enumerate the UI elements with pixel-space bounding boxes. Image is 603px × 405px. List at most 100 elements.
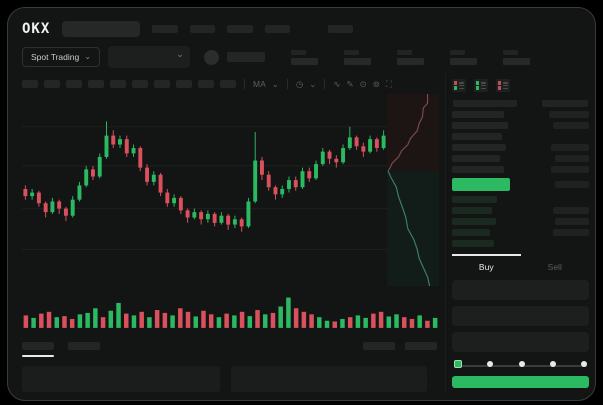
- orderbook-header: [453, 100, 588, 107]
- chevron-down-icon[interactable]: ⌄: [271, 78, 279, 89]
- timeframe-button-placeholder[interactable]: [154, 80, 170, 88]
- order-book-row[interactable]: [452, 155, 589, 162]
- toolbar-divider: [244, 79, 245, 89]
- market-subheader: Spot Trading ⌄ ⌄: [8, 44, 595, 74]
- orderbook-bids: [452, 196, 589, 247]
- order-form: [452, 280, 589, 352]
- chevron-down-icon: ⌄: [176, 49, 184, 59]
- ticker-stat-placeholder: [343, 49, 371, 65]
- main-area: MA ⌄ ◷ ⌄ ∿ ✎ ⊙ ⊚ ⛶: [8, 74, 595, 394]
- search-input[interactable]: [62, 21, 141, 37]
- ma-indicator-icon[interactable]: MA: [253, 78, 266, 89]
- order-book-panel: Buy Sell: [445, 74, 595, 394]
- nav-item-placeholder[interactable]: [265, 25, 291, 33]
- order-book-row[interactable]: [452, 166, 589, 173]
- timeframe-button-placeholder[interactable]: [22, 80, 38, 88]
- order-book-row[interactable]: [452, 207, 589, 214]
- order-book-row[interactable]: [452, 229, 589, 236]
- timeframe-button-placeholder[interactable]: [132, 80, 148, 88]
- candlestick-chart[interactable]: [22, 94, 387, 286]
- ticker-stat-placeholder: [502, 49, 530, 65]
- amount-percent-slider[interactable]: [454, 359, 587, 368]
- order-book-row[interactable]: [452, 240, 589, 247]
- last-price-badge[interactable]: [452, 178, 510, 191]
- camera-icon[interactable]: ⊙: [359, 78, 367, 89]
- volume-chart[interactable]: [22, 288, 439, 330]
- orderbook-bids-view-icon[interactable]: [474, 79, 488, 92]
- coin-avatar: [203, 49, 219, 65]
- okx-logo: OKX: [22, 21, 51, 37]
- nav-item-placeholder[interactable]: [328, 25, 354, 33]
- depth-asks-area: [387, 94, 439, 171]
- tab-sell[interactable]: Sell: [547, 262, 562, 272]
- orders-action-placeholder[interactable]: [405, 342, 437, 350]
- timeframe-button-placeholder[interactable]: [176, 80, 192, 88]
- order-form-input[interactable]: [452, 332, 589, 352]
- nav-item-placeholder[interactable]: [152, 25, 179, 33]
- orders-tab-bar: [22, 334, 439, 358]
- order-history-panel: [231, 366, 427, 392]
- tab-buy[interactable]: Buy: [452, 254, 521, 272]
- orders-panels: [22, 366, 439, 392]
- orderbook-asks-view-icon[interactable]: [496, 79, 510, 92]
- top-navbar: OKX: [8, 8, 595, 44]
- nav-item-placeholder[interactable]: [190, 25, 216, 33]
- line-chart-icon[interactable]: ∿: [333, 78, 341, 89]
- toolbar-divider: [324, 79, 326, 89]
- chart-settings-icon[interactable]: ⊚: [372, 78, 380, 89]
- ticker-stat-placeholder: [449, 49, 477, 65]
- last-price-row: [452, 178, 589, 191]
- orderbook-asks: [452, 111, 589, 173]
- draw-pencil-icon[interactable]: ✎: [346, 78, 354, 89]
- fullscreen-icon[interactable]: ⛶: [385, 78, 392, 89]
- timeframe-button-placeholder[interactable]: [198, 80, 214, 88]
- order-form-input[interactable]: [452, 280, 589, 300]
- chart-toolbar: MA ⌄ ◷ ⌄ ∿ ✎ ⊙ ⊚ ⛶: [22, 74, 439, 94]
- orderbook-header-price: [453, 100, 517, 107]
- ticker-stat-placeholder: [396, 49, 424, 65]
- spot-trading-label: Spot Trading: [31, 52, 80, 62]
- orders-tab-active[interactable]: [22, 342, 54, 357]
- timeframe-button-placeholder[interactable]: [44, 80, 60, 88]
- timeframe-button-placeholder[interactable]: [66, 80, 82, 88]
- slider-stop-dot[interactable]: [518, 360, 525, 367]
- slider-stop-dot[interactable]: [549, 360, 556, 367]
- ticker-stats: [290, 49, 530, 65]
- spot-trading-dropdown[interactable]: Spot Trading ⌄: [22, 47, 100, 67]
- pair-name-placeholder: [226, 52, 265, 62]
- orders-action-placeholder[interactable]: [363, 342, 395, 350]
- chart-column: MA ⌄ ◷ ⌄ ∿ ✎ ⊙ ⊚ ⛶: [8, 74, 445, 394]
- timeframe-button-placeholder[interactable]: [110, 80, 126, 88]
- open-orders-panel: [22, 366, 220, 392]
- chevron-down-icon: ⌄: [84, 52, 91, 61]
- orderbook-combined-view-icon[interactable]: [452, 79, 466, 92]
- order-book-row[interactable]: [452, 196, 589, 203]
- orderbook-view-toggles: [452, 79, 589, 92]
- slider-stop-dot[interactable]: [581, 360, 587, 367]
- chart-row: [22, 94, 439, 286]
- order-book-row[interactable]: [452, 144, 589, 151]
- ticker-stat-placeholder: [290, 49, 318, 65]
- buy-submit-button[interactable]: [452, 376, 589, 388]
- timeframe-button-placeholder[interactable]: [220, 80, 236, 88]
- buy-sell-tabs: Buy Sell: [452, 254, 589, 272]
- order-book-row[interactable]: [452, 111, 589, 118]
- orders-tab[interactable]: [68, 342, 100, 350]
- order-book-row[interactable]: [452, 122, 589, 129]
- interval-icon[interactable]: ◷: [295, 78, 304, 89]
- order-book-row[interactable]: [452, 133, 589, 140]
- slider-handle[interactable]: [454, 359, 462, 368]
- last-price-amount-placeholder: [555, 181, 589, 188]
- order-book-row[interactable]: [452, 218, 589, 225]
- timeframe-button-placeholder[interactable]: [88, 80, 104, 88]
- nav-item-placeholder[interactable]: [227, 25, 254, 33]
- slider-stop-dot[interactable]: [487, 360, 494, 367]
- toolbar-divider: [286, 79, 288, 89]
- depth-bids-area: [387, 170, 439, 286]
- orderbook-header-amount: [542, 100, 588, 107]
- pair-selector[interactable]: ⌄: [107, 46, 190, 68]
- chevron-down-icon[interactable]: ⌄: [309, 78, 317, 89]
- order-form-input[interactable]: [452, 306, 589, 326]
- app-window: OKX Spot Trading ⌄ ⌄ MA ⌄: [7, 7, 596, 401]
- depth-chart-strip: [387, 94, 439, 286]
